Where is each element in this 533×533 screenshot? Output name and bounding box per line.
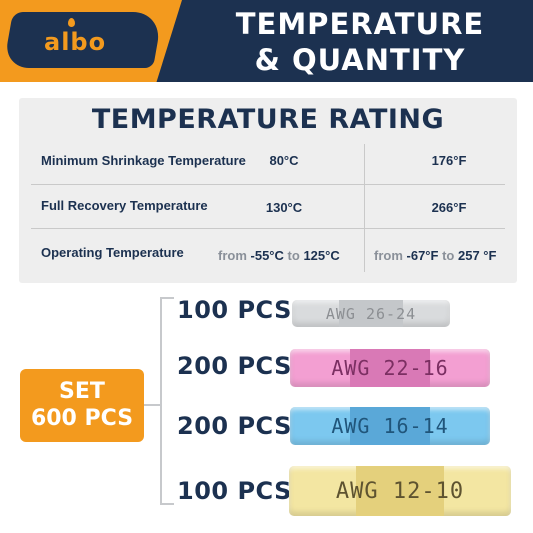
brand-logo: albo xyxy=(44,28,107,56)
awg-label: AWG 26-24 xyxy=(325,304,417,323)
awg-label: AWG 12-10 xyxy=(335,478,465,504)
range-from-value: -55°C xyxy=(250,248,284,263)
connector-awg-22-16: AWG 22-16 xyxy=(290,349,490,387)
tube-band xyxy=(350,407,430,445)
header-banner: albo TEMPERATURE & QUANTITY xyxy=(0,0,533,82)
range-to-value: 125°C xyxy=(303,248,340,263)
range-to-value: 257 °F xyxy=(457,248,497,263)
row-label-operating: Operating Temperature xyxy=(41,245,184,260)
range-from-value: -67°F xyxy=(406,248,439,263)
header-title: TEMPERATURE & QUANTITY xyxy=(210,6,510,78)
panel-title: TEMPERATURE RATING xyxy=(91,104,445,135)
awg-label: AWG 16-14 xyxy=(331,414,449,438)
full-recovery-fahrenheit: 266°F xyxy=(431,200,467,215)
bracket-tick xyxy=(160,503,174,505)
flame-icon xyxy=(68,18,75,27)
min-shrinkage-fahrenheit: 176°F xyxy=(431,153,467,168)
tube-band xyxy=(350,349,430,387)
set-badge: SET 600 PCS xyxy=(20,369,144,442)
bracket-connector xyxy=(144,404,160,406)
quantity-label: 100 PCS xyxy=(177,296,292,324)
tube-band xyxy=(339,300,403,327)
bracket-tick xyxy=(160,297,174,299)
range-to-word: to xyxy=(287,248,300,263)
temperature-rating-panel: TEMPERATURE RATING Minimum Shrinkage Tem… xyxy=(19,98,517,283)
range-from-word: from xyxy=(374,248,403,263)
connector-awg-16-14: AWG 16-14 xyxy=(290,407,490,445)
connector-awg-26-24: AWG 26-24 xyxy=(292,300,450,327)
connector-awg-12-10: AWG 12-10 xyxy=(289,466,511,516)
bracket-line xyxy=(160,297,162,505)
min-shrinkage-celsius: 80°C xyxy=(269,153,299,168)
set-badge-line2: 600 PCS xyxy=(30,406,134,431)
header-title-line2: & QUANTITY xyxy=(254,43,466,77)
logo-block: albo xyxy=(0,0,182,82)
awg-label: AWG 22-16 xyxy=(331,356,449,380)
tube-band xyxy=(355,466,445,516)
operating-celsius-range: from -55°C to 125°C xyxy=(218,248,340,263)
row-label-full-recovery: Full Recovery Temperature xyxy=(41,198,208,213)
full-recovery-celsius: 130°C xyxy=(265,200,303,215)
range-to-word: to xyxy=(442,248,455,263)
column-divider xyxy=(364,144,365,272)
row-divider xyxy=(31,184,505,185)
row-label-min-shrinkage: Minimum Shrinkage Temperature xyxy=(41,153,246,168)
range-from-word: from xyxy=(218,248,247,263)
operating-fahrenheit-range: from -67°F to 257 °F xyxy=(374,248,496,263)
quantity-label: 200 PCS xyxy=(177,352,292,380)
header-title-line1: TEMPERATURE xyxy=(235,7,485,41)
row-divider xyxy=(31,228,505,229)
quantity-label: 200 PCS xyxy=(177,412,292,440)
set-badge-line1: SET xyxy=(59,379,105,404)
quantity-label: 100 PCS xyxy=(177,477,292,505)
